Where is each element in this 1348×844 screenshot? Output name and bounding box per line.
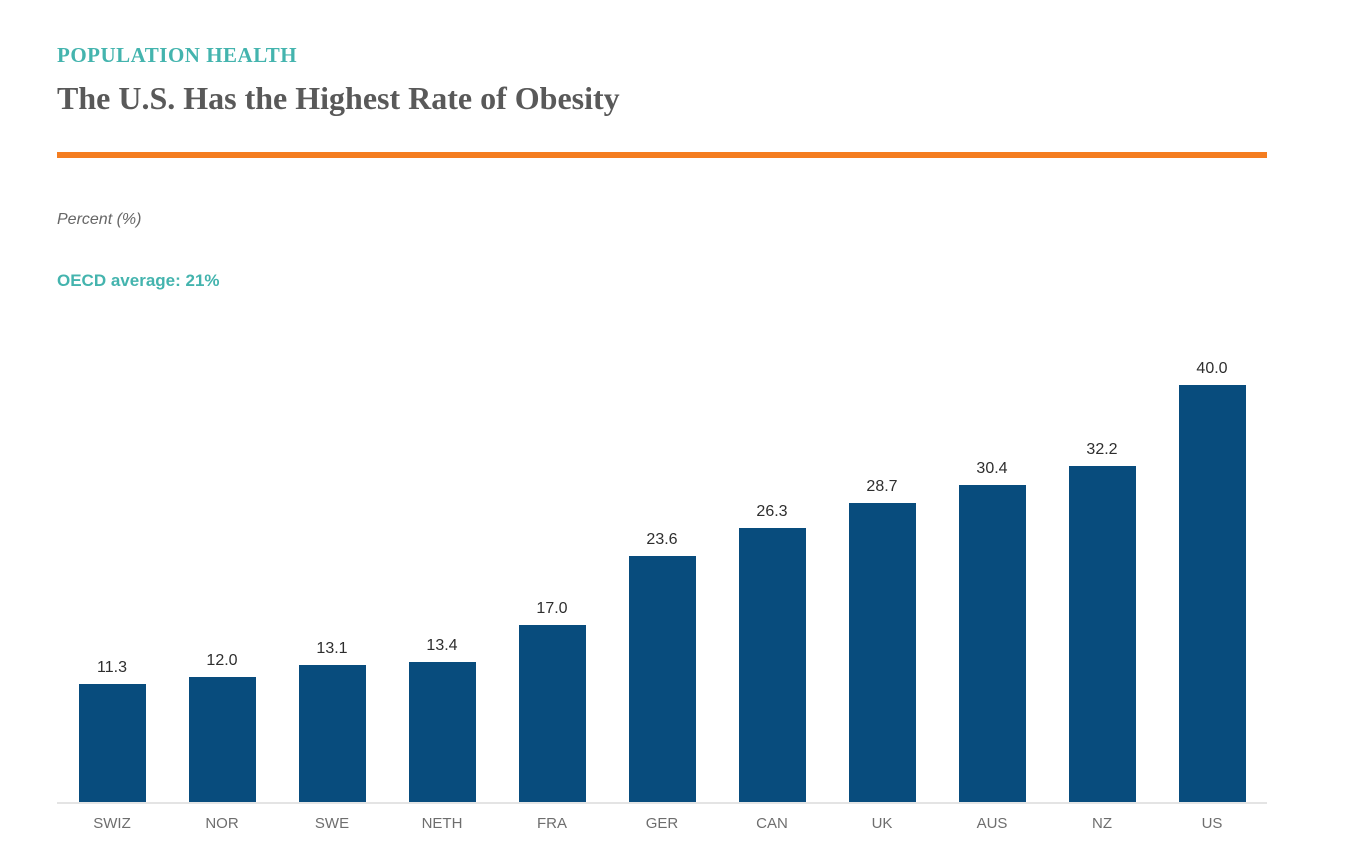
bar-value-label: 28.7	[866, 478, 898, 495]
x-axis-label: NOR	[205, 815, 239, 832]
bar-value-label: 26.3	[756, 503, 788, 520]
bar	[298, 665, 366, 802]
bar	[1068, 466, 1136, 802]
x-axis-label: CAN	[756, 815, 788, 832]
eyebrow-label: POPULATION HEALTH	[57, 43, 298, 67]
x-axis-label: NETH	[421, 815, 463, 832]
bar-column: 11.3	[57, 658, 167, 802]
x-axis-label: UK	[871, 815, 893, 832]
orange-divider	[57, 152, 1267, 158]
bar	[78, 684, 146, 802]
bar	[848, 503, 916, 802]
bar-value-label: 11.3	[97, 659, 127, 676]
bar	[628, 556, 696, 802]
x-axis: SWIZ NOR SWE NETH FRA GER CAN UK AUS NZ US	[57, 815, 1267, 833]
x-axis-label: GER	[645, 815, 679, 832]
x-axis-label: AUS	[976, 815, 1008, 832]
bar	[958, 485, 1026, 802]
plot-area: 11.3 12.0 13.1 13.4 17.0 23.6 26.3 28.7 30.4 32.2…	[57, 359, 1267, 804]
bar-value-label: 13.4	[426, 637, 458, 654]
bar-value-label: 17.0	[536, 600, 568, 617]
bar	[1178, 385, 1246, 802]
x-axis-label: US	[1201, 815, 1223, 832]
bar-column: 12.0	[167, 651, 277, 802]
bar-column: 23.6	[607, 530, 717, 802]
oecd-average-annotation: OECD average: 21%	[57, 271, 220, 290]
bar	[518, 625, 586, 802]
bar-column: 28.7	[827, 477, 937, 802]
bar	[408, 662, 476, 802]
bar-column: 17.0	[497, 599, 607, 802]
bar-chart: 11.3 12.0 13.1 13.4 17.0 23.6 26.3 28.7 30.4 32.2…	[57, 359, 1267, 833]
bar-value-label: 12.0	[206, 652, 238, 669]
bar-column: 32.2	[1047, 440, 1157, 802]
content: POPULATION HEALTH The U.S. Has the Highe…	[57, 42, 1267, 833]
unit-label: Percent (%)	[57, 211, 142, 228]
bar-value-label: 32.2	[1086, 441, 1118, 458]
x-axis-label: NZ	[1092, 815, 1112, 832]
bar-column: 30.4	[937, 459, 1047, 802]
bar	[738, 528, 806, 802]
x-axis-label: SWE	[314, 815, 350, 832]
page-title: The U.S. Has the Highest Rate of Obesity	[57, 80, 620, 116]
bar-column: 13.1	[277, 639, 387, 802]
x-axis-label: SWIZ	[93, 815, 131, 832]
bar	[188, 677, 256, 802]
x-axis-label: FRA	[537, 815, 567, 832]
bar-column: 26.3	[717, 502, 827, 802]
bar-value-label: 23.6	[646, 531, 678, 548]
bar-value-label: 13.1	[316, 640, 348, 657]
bar-value-label: 30.4	[976, 460, 1008, 477]
bar-column: 13.4	[387, 636, 497, 802]
bar-column: 40.0	[1157, 359, 1267, 802]
bar-value-label: 40.0	[1196, 360, 1228, 377]
